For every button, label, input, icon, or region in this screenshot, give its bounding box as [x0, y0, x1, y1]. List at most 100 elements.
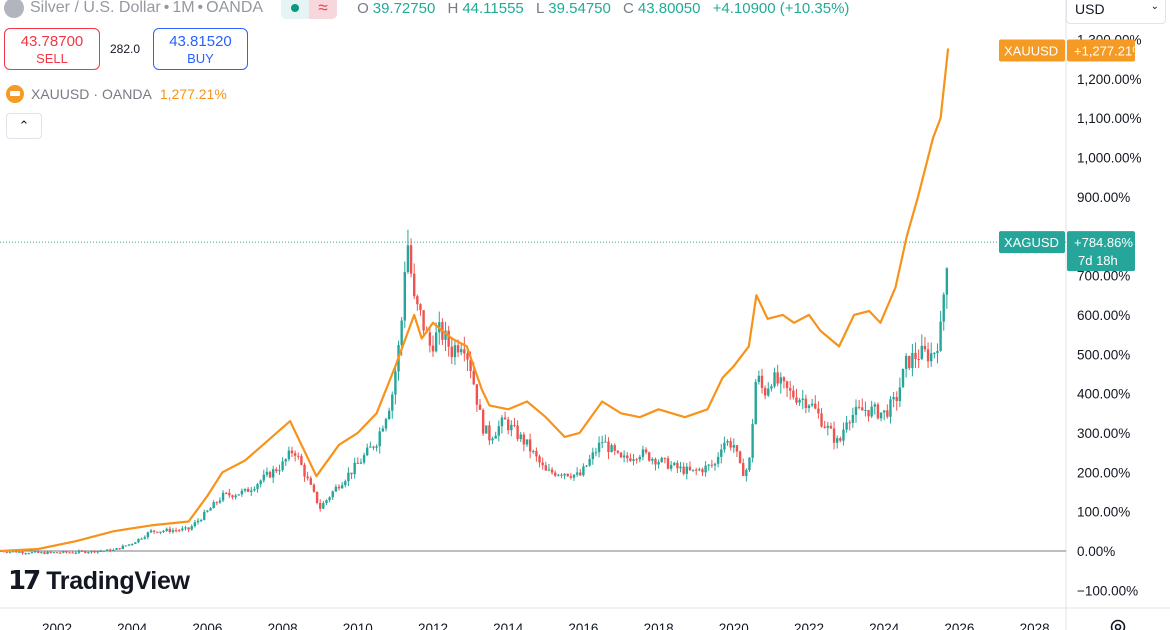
xagusd-candle	[779, 377, 782, 384]
xagusd-candle	[497, 426, 500, 436]
xagusd-candle	[225, 492, 228, 494]
xagusd-candle	[416, 296, 419, 305]
xagusd-candle	[469, 359, 472, 371]
xagusd-candle	[641, 449, 645, 457]
xagusd-candle	[159, 531, 162, 533]
xagusd-candle	[654, 458, 657, 465]
xagusd-candle	[572, 474, 576, 478]
symbol-title[interactable]: Silver / U.S. Dollar	[30, 0, 161, 16]
xagusd-candle	[206, 510, 209, 512]
xagusd-candle	[140, 538, 143, 540]
xagusd-candle	[105, 549, 109, 551]
currency-selector[interactable]: USD ⌄	[1066, 0, 1166, 24]
xagusd-candle	[400, 320, 403, 345]
xagusd-candle	[660, 457, 663, 463]
xagusd-candle	[118, 548, 121, 550]
x-tick-label: 2026	[944, 621, 974, 630]
xagusd-candle	[528, 439, 532, 452]
xagusd-candle	[297, 455, 300, 457]
xagusd-badge-symbol: XAGUSD	[1004, 235, 1059, 250]
sell-button[interactable]: 43.78700 SELL	[4, 28, 100, 70]
xagusd-candle	[751, 424, 754, 458]
open-value: 39.72750	[372, 0, 436, 17]
xagusd-candle	[24, 553, 27, 555]
settings-gear-icon[interactable]	[1108, 617, 1128, 630]
xagusd-candle	[651, 458, 654, 461]
xagusd-candle	[638, 456, 641, 460]
xagusd-candle	[90, 550, 93, 553]
xagusd-candle	[604, 441, 607, 443]
x-tick-label: 2008	[268, 621, 298, 630]
xagusd-candle	[657, 462, 660, 465]
y-tick-label: −100.00%	[1077, 583, 1138, 598]
xagusd-candle	[867, 409, 870, 417]
xagusd-candle	[375, 446, 378, 448]
xagusd-candle	[115, 548, 118, 550]
xagusd-candle	[312, 484, 316, 492]
xagusd-candle	[102, 550, 106, 552]
xagusd-candle	[272, 469, 275, 478]
xagusd-candle	[481, 409, 485, 434]
xagusd-candle	[923, 345, 927, 350]
xagusd-candle	[698, 469, 701, 471]
xagusd-candle	[519, 434, 522, 440]
xagusd-candle	[532, 451, 535, 453]
xagusd-candle	[810, 403, 814, 406]
xagusd-candle	[55, 552, 59, 554]
xagusd-candle	[491, 438, 494, 441]
xagusd-candle	[557, 474, 560, 476]
xagusd-candle	[510, 424, 513, 431]
xagusd-candle	[889, 399, 892, 417]
xagusd-candle	[842, 429, 845, 441]
xagusd-candle	[626, 455, 629, 459]
xagusd-candle	[287, 450, 291, 460]
interval-label[interactable]: 1M	[172, 0, 195, 16]
xagusd-candle	[942, 294, 945, 322]
xagusd-candle	[478, 404, 482, 410]
xagusd-candle	[851, 414, 855, 423]
x-tick-label: 2004	[117, 621, 148, 630]
buy-button[interactable]: 43.81520 BUY	[153, 28, 248, 70]
xagusd-candle	[87, 552, 90, 554]
xagusd-candle	[190, 526, 193, 530]
collapse-legend-button[interactable]: ⌃	[6, 113, 42, 139]
xagusd-candle	[403, 271, 406, 321]
xagusd-candle	[109, 549, 112, 552]
tradingview-logo-icon: 17	[8, 566, 41, 596]
xagusd-candle	[46, 551, 49, 554]
silver-symbol-icon	[4, 0, 24, 18]
delayed-data-icon[interactable]: ≈	[309, 0, 338, 19]
xagusd-candle	[143, 537, 146, 539]
xagusd-candle	[231, 495, 234, 498]
xagusd-candle	[293, 453, 297, 456]
xagusd-candle	[146, 532, 150, 538]
xagusd-candle	[447, 330, 450, 347]
sell-label: SELL	[36, 51, 68, 66]
compare-legend[interactable]: XAUUSD · OANDA 1,277.21%	[6, 84, 227, 104]
xagusd-candle	[723, 442, 726, 450]
x-tick-label: 2010	[343, 621, 373, 630]
xagusd-candle	[945, 268, 949, 295]
xagusd-candle	[212, 502, 215, 509]
xagusd-candle	[96, 551, 99, 553]
xagusd-candle	[926, 349, 930, 362]
xagusd-candle	[648, 452, 651, 461]
xagusd-candle	[795, 397, 798, 403]
xagusd-candle	[883, 410, 886, 413]
xagusd-candle	[121, 545, 124, 549]
compare-symbol: XAUUSD	[31, 86, 90, 102]
xagusd-candle	[174, 530, 178, 532]
xagusd-candle	[861, 407, 864, 411]
y-tick-label: 500.00%	[1077, 347, 1130, 362]
xagusd-candle	[594, 452, 598, 454]
xagusd-candle	[171, 530, 175, 532]
market-open-icon[interactable]	[281, 0, 310, 19]
spread-value: 282.0	[110, 42, 141, 56]
xagusd-candle	[71, 552, 74, 554]
xagusd-candle	[710, 464, 714, 466]
tradingview-logo[interactable]: 17 TradingView	[8, 566, 190, 596]
xagusd-candle	[616, 450, 620, 453]
